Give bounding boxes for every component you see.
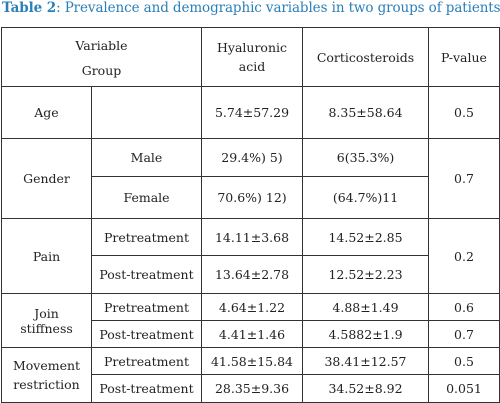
table-row: Movement restriction Pretreatment 41.58±… bbox=[1, 347, 500, 403]
header-hyaluronic-line2: acid bbox=[238, 59, 266, 74]
cell-age-ha: 5.74±57.29 bbox=[201, 86, 303, 139]
header-hyaluronic: Hyaluronic acid bbox=[201, 27, 303, 87]
cell-female-ha: 70.6%) 12) bbox=[201, 176, 303, 219]
cell-movement-pre-p: 0.5 bbox=[428, 347, 500, 375]
table-row: Gender Male 29.4%) 5) 6(35.3%) 0.7 bbox=[1, 138, 500, 219]
header-hyaluronic-line1: Hyaluronic bbox=[216, 40, 287, 55]
header-corticosteroids: Corticosteroids bbox=[302, 27, 429, 87]
cell-movement-pre-ha: 41.58±15.84 bbox=[201, 347, 303, 375]
table-row: Post-treatment 28.35±9.36 34.52±8.92 0.0… bbox=[2, 374, 500, 403]
cell-pain-post-ha: 13.64±2.78 bbox=[201, 255, 303, 294]
cell-join-post-ha: 4.41±1.46 bbox=[201, 320, 303, 348]
row-label-gender: Gender bbox=[1, 138, 92, 219]
row-sub-movement-pre: Pretreatment bbox=[91, 347, 202, 375]
row-label-join-line2: stiffness bbox=[20, 320, 73, 336]
cell-pain-post-cs: 12.52±2.23 bbox=[302, 255, 429, 294]
cell-join-pre-ha: 4.64±1.22 bbox=[201, 293, 303, 321]
row-sub-join-post: Post-treatment bbox=[91, 320, 202, 348]
cell-join-pre-p: 0.6 bbox=[428, 293, 500, 321]
cell-age-p: 0.5 bbox=[428, 86, 500, 139]
cell-join-pre-cs: 4.88±1.49 bbox=[302, 293, 429, 321]
row-sub-join-pre: Pretreatment bbox=[91, 293, 202, 321]
row-label-join: Join stiffness bbox=[1, 293, 92, 348]
table-row: Age 5.74±57.29 8.35±58.64 0.5 bbox=[1, 86, 500, 139]
cell-pain-pre-cs: 14.52±2.85 bbox=[302, 218, 429, 256]
cell-pain-pre-ha: 14.11±3.68 bbox=[201, 218, 303, 256]
row-sub-movement-post: Post-treatment bbox=[91, 374, 202, 403]
row-label-age: Age bbox=[1, 86, 92, 139]
cell-male-ha: 29.4%) 5) bbox=[201, 138, 303, 177]
row-label-join-line1: Join bbox=[34, 305, 59, 321]
table-row: Join stiffness Pretreatment 4.64±1.22 4.… bbox=[1, 293, 500, 348]
cell-join-post-p: 0.7 bbox=[428, 320, 500, 348]
row-label-movement-line1: Movement bbox=[12, 358, 81, 373]
caption-text: : Prevalence and demographic variables i… bbox=[56, 0, 500, 16]
row-sub-male: Male bbox=[91, 138, 202, 177]
cell-movement-post-p: 0.051 bbox=[428, 374, 500, 403]
row-sub-pain-pre: Pretreatment bbox=[91, 218, 202, 256]
row-label-movement-line2: restriction bbox=[13, 377, 80, 392]
header-group: Group bbox=[81, 63, 122, 78]
table-row: Pain Pretreatment 14.11±3.68 14.52±2.85 … bbox=[1, 218, 500, 294]
cell-join-post-cs: 4.5882±1.9 bbox=[302, 320, 429, 348]
cell-pain-p: 0.2 bbox=[428, 218, 500, 294]
cell-movement-pre-cs: 38.41±12.57 bbox=[302, 347, 429, 375]
row-sub-pain-post: Post-treatment bbox=[91, 255, 202, 294]
cell-male-cs: 6(35.3%) bbox=[302, 138, 429, 177]
cell-female-cs: (64.7%)11 bbox=[302, 176, 429, 219]
header-row: Variable Group Hyaluronic acid Corticost… bbox=[1, 27, 500, 87]
cell-gender-p: 0.7 bbox=[428, 138, 500, 219]
table-row: Post-treatment 13.64±2.78 12.52±2.23 bbox=[2, 255, 500, 294]
row-label-pain: Pain bbox=[1, 218, 92, 294]
row-label-movement: Movement restriction bbox=[1, 347, 92, 403]
row-sub-female: Female bbox=[91, 176, 202, 219]
table-caption: Table 2: Prevalence and demographic vari… bbox=[2, 0, 500, 16]
table-row: Post-treatment 4.41±1.46 4.5882±1.9 0.7 bbox=[2, 320, 500, 348]
header-variable-group: Variable Group bbox=[1, 27, 202, 87]
header-pvalue: P-value bbox=[428, 27, 500, 87]
row-sub-age bbox=[91, 86, 202, 139]
data-table: Variable Group Hyaluronic acid Corticost… bbox=[1, 27, 500, 403]
caption-label: Table 2 bbox=[2, 0, 57, 16]
table-row: Female 70.6%) 12) (64.7%)11 bbox=[2, 176, 500, 219]
cell-age-cs: 8.35±58.64 bbox=[302, 86, 429, 139]
header-variable: Variable bbox=[75, 38, 128, 53]
cell-movement-post-cs: 34.52±8.92 bbox=[302, 374, 429, 403]
cell-movement-post-ha: 28.35±9.36 bbox=[201, 374, 303, 403]
